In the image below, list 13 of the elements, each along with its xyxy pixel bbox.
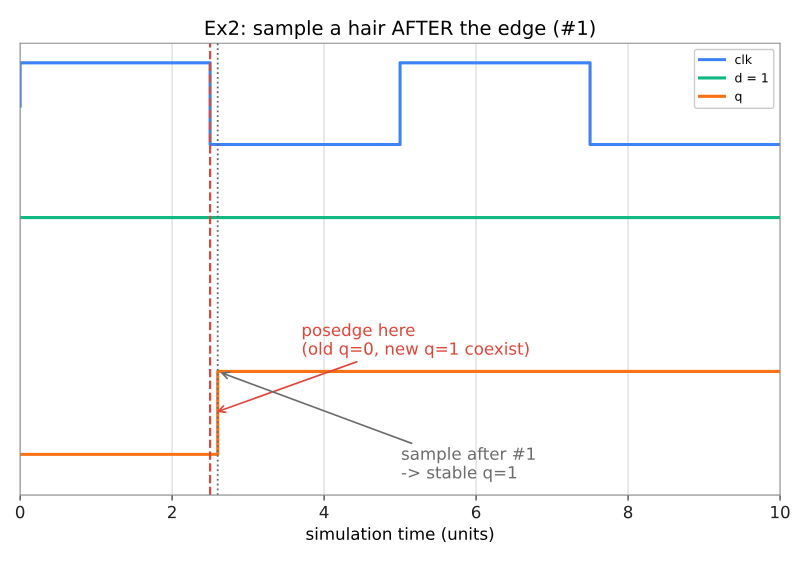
annotation: posedge here (old q=0, new q=1 coexist) — [302, 323, 529, 358]
legend-label: q — [735, 94, 742, 104]
legend-label: clk — [735, 54, 752, 64]
x-axis-title: simulation time (units) — [306, 527, 494, 542]
x-tick-label: 10 — [771, 506, 790, 518]
x-tick-label: 6 — [472, 506, 480, 518]
legend-label: d = 1 — [735, 72, 768, 83]
annotation: sample after #1 -> stable q=1 — [402, 447, 535, 482]
chart-title: Ex2: sample a hair AFTER the edge (#1) — [206, 20, 595, 39]
x-tick-label: 2 — [168, 506, 176, 518]
x-tick-label: 8 — [624, 506, 632, 518]
x-tick-label: 0 — [16, 506, 24, 518]
x-tick-label: 4 — [320, 506, 328, 518]
